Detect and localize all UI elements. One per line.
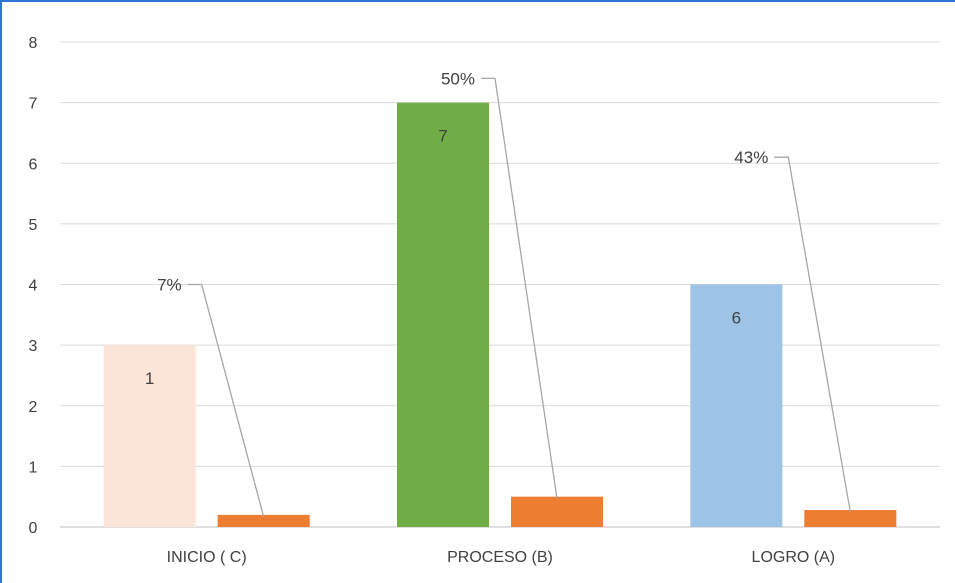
data-labels: 1 7% 7 50% 6 43%	[145, 69, 768, 388]
bars	[103, 102, 897, 527]
data-label-series2-2: 43%	[734, 148, 768, 167]
y-tick-label: 6	[29, 156, 38, 173]
leader-lines	[187, 77, 851, 518]
y-tick-label: 5	[29, 217, 38, 234]
gridlines	[60, 41, 940, 528]
leader-line-1	[481, 77, 558, 499]
y-tick-label: 0	[29, 520, 38, 537]
x-category-label: PROCESO (B)	[447, 549, 553, 566]
bar-series2-0	[217, 514, 310, 527]
y-tick-label: 8	[29, 35, 38, 52]
x-axis-categories: INICIO ( C) PROCESO (B) LOGRO (A)	[167, 549, 835, 566]
y-tick-label: 7	[29, 96, 38, 113]
y-tick-label: 3	[29, 338, 38, 355]
data-label-series1-0: 1	[145, 369, 154, 388]
bar-series2-1	[511, 496, 603, 527]
y-tick-label: 2	[29, 399, 38, 416]
y-tick-label: 1	[29, 459, 38, 476]
bar-series1-0	[103, 345, 196, 527]
data-label-series2-0: 7%	[157, 276, 182, 295]
y-axis-ticks: 0 1 2 3 4 5 6 7 8	[29, 35, 38, 537]
data-label-series1-1: 7	[438, 127, 447, 146]
x-category-label: LOGRO (A)	[752, 549, 836, 566]
bar-series2-2	[804, 510, 897, 527]
leader-line-0	[187, 283, 265, 518]
leader-line-2	[774, 156, 851, 513]
bar-series1-1	[397, 102, 489, 527]
bar-series1-2	[690, 284, 783, 527]
data-label-series2-1: 50%	[441, 69, 475, 88]
y-tick-label: 4	[29, 278, 38, 295]
data-label-series1-2: 6	[732, 309, 741, 328]
x-category-label: INICIO ( C)	[167, 549, 247, 566]
